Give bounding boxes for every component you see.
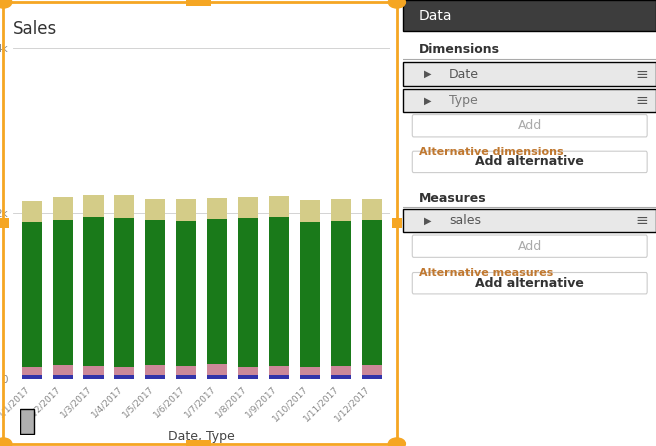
Text: Measures: Measures [419,192,486,205]
Bar [22,367,42,375]
Bar [114,375,134,379]
Bar [238,197,258,218]
Bar [83,375,104,379]
X-axis label: Date, Type: Date, Type [169,430,235,443]
Bar [83,195,104,217]
Bar [207,198,227,219]
FancyBboxPatch shape [412,151,647,173]
Text: ▶: ▶ [424,69,431,79]
Bar [176,366,196,375]
Bar [114,195,134,218]
Text: Type: Type [449,94,478,107]
Bar [22,375,42,379]
Bar [145,365,165,375]
Text: sales: sales [449,214,481,227]
Bar [52,197,73,220]
FancyBboxPatch shape [412,273,647,294]
FancyBboxPatch shape [403,209,656,232]
Text: Date: Date [449,67,479,81]
Bar [145,199,165,220]
Bar [300,367,320,375]
Bar [238,367,258,375]
Text: Add: Add [518,240,542,253]
Bar [52,220,73,365]
Bar [207,219,227,364]
Bar [52,375,73,379]
Bar [238,218,258,367]
FancyBboxPatch shape [403,89,656,112]
Bar [238,375,258,379]
Text: ▶: ▶ [424,96,431,106]
Bar [176,221,196,366]
Text: Alternative dimensions: Alternative dimensions [419,147,564,157]
Bar [145,220,165,365]
Bar [361,198,382,220]
FancyBboxPatch shape [403,62,656,86]
Text: Add: Add [518,119,542,132]
Bar [22,201,42,222]
Bar [176,375,196,379]
FancyBboxPatch shape [412,115,647,137]
Bar [361,220,382,365]
Bar [145,375,165,379]
Bar [269,217,289,366]
Text: Alternative measures: Alternative measures [419,268,553,278]
Bar [176,198,196,221]
Bar [83,366,104,375]
Bar [300,200,320,222]
Text: Sales: Sales [13,20,57,38]
Bar [114,367,134,375]
Text: ▶: ▶ [424,215,431,225]
Bar [331,375,351,379]
Bar [22,222,42,367]
Bar [207,375,227,379]
Bar [83,217,104,366]
Bar [331,221,351,366]
Text: Dimensions: Dimensions [419,43,500,57]
FancyBboxPatch shape [412,235,647,257]
Bar [207,364,227,375]
Bar [269,375,289,379]
FancyBboxPatch shape [403,0,656,31]
Bar [331,366,351,375]
Bar [331,198,351,221]
Bar [114,218,134,367]
Bar [361,375,382,379]
Text: ≡: ≡ [636,213,649,228]
FancyBboxPatch shape [20,409,33,434]
Text: Add alternative: Add alternative [476,277,584,290]
Bar [361,365,382,375]
Bar [300,375,320,379]
Bar [52,365,73,375]
Bar [300,222,320,367]
Bar [269,196,289,217]
Text: Data: Data [419,8,452,23]
Bar [269,366,289,375]
Text: Add alternative: Add alternative [476,155,584,169]
Text: ≡: ≡ [636,66,649,82]
Text: ≡: ≡ [636,93,649,108]
